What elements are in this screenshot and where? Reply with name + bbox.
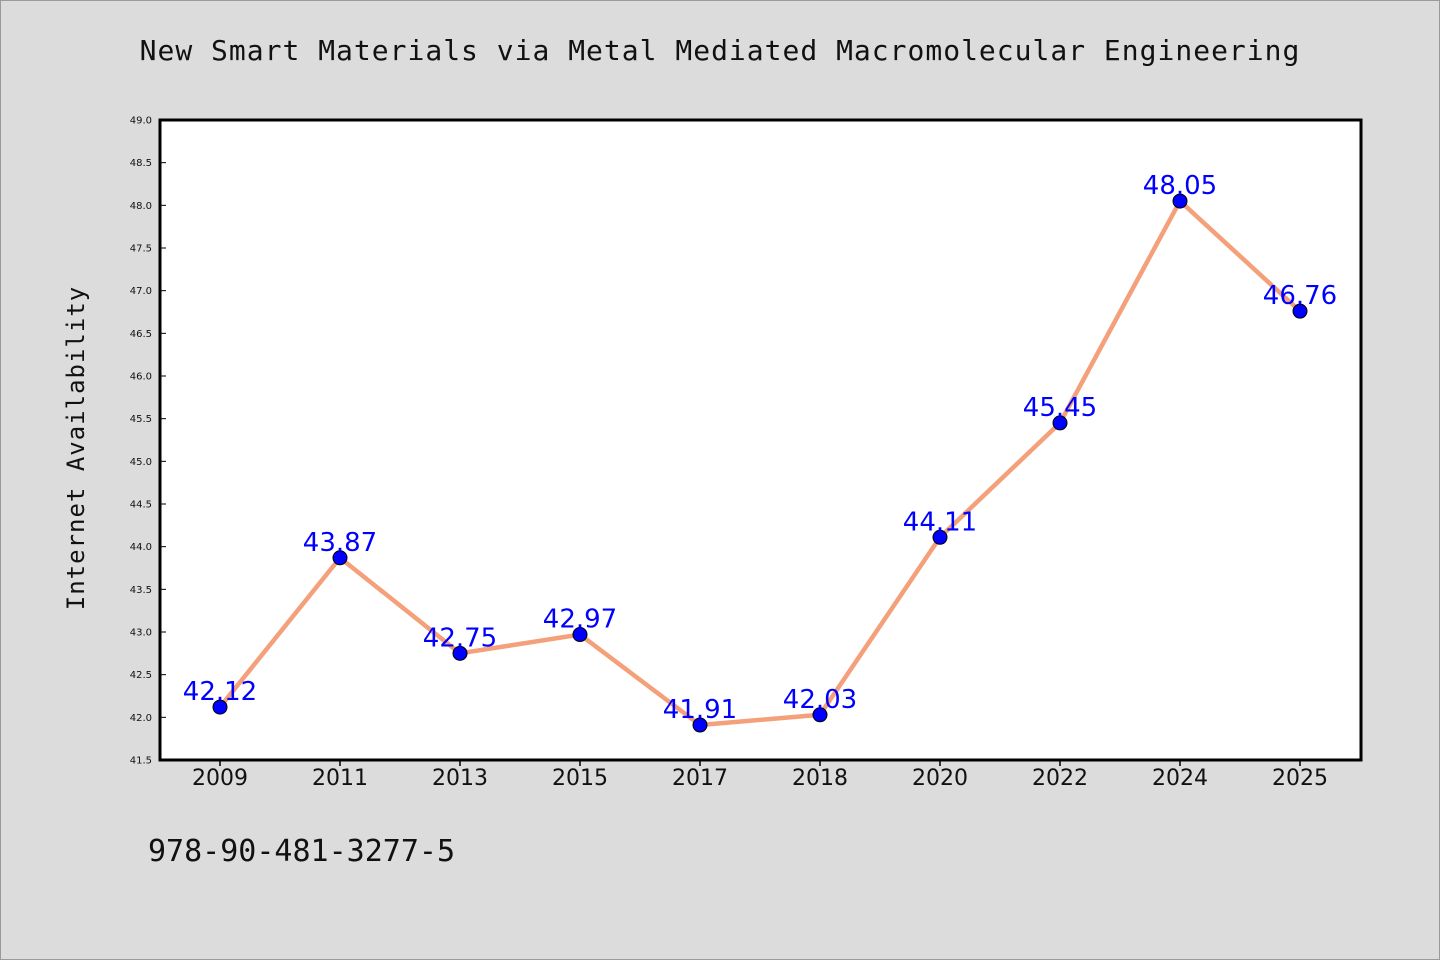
data-point bbox=[812, 707, 828, 723]
y-tick-label: 43.5 bbox=[130, 585, 152, 596]
y-tick-label: 46.5 bbox=[130, 329, 152, 340]
series-line bbox=[217, 198, 1303, 728]
y-tick-label: 44.0 bbox=[130, 542, 152, 553]
y-tick-label: 43.0 bbox=[130, 628, 152, 639]
y-tick-label: 47.5 bbox=[130, 244, 152, 255]
chart-title: New Smart Materials via Metal Mediated M… bbox=[139, 34, 1301, 67]
data-labels: 42.12 43.87 42.75 42.97 41.91 42.03 44.11 45.45… bbox=[183, 171, 1337, 725]
data-label: 42.97 bbox=[543, 605, 617, 635]
markers bbox=[212, 193, 1308, 733]
x-tick-label: 2022 bbox=[1032, 766, 1088, 791]
x-tick-label: 2025 bbox=[1272, 766, 1328, 791]
y-tick-label: 42.5 bbox=[130, 670, 152, 681]
data-point bbox=[1052, 415, 1068, 431]
y-tick-label: 42.0 bbox=[130, 713, 152, 724]
y-axis-title: Internet Availability bbox=[62, 286, 90, 610]
data-label: 43.87 bbox=[303, 528, 377, 558]
data-point bbox=[452, 645, 468, 661]
x-tick-label: 2024 bbox=[1152, 766, 1208, 791]
y-tick-label: 48.0 bbox=[130, 201, 152, 212]
data-point bbox=[932, 529, 948, 545]
data-point bbox=[212, 699, 228, 715]
data-point bbox=[1292, 303, 1308, 319]
plot-area bbox=[158, 118, 1363, 762]
data-label: 42.03 bbox=[783, 685, 857, 715]
x-tick-label: 2018 bbox=[792, 766, 848, 791]
x-axis: 2009 2011 2013 2015 2017 2018 2020 2022 2024 2025 bbox=[192, 760, 1328, 791]
data-point bbox=[1172, 193, 1188, 209]
y-tick-label: 45.0 bbox=[130, 457, 152, 468]
x-tick-label: 2020 bbox=[912, 766, 968, 791]
data-point bbox=[692, 717, 708, 733]
y-tick-label: 49.0 bbox=[130, 116, 152, 127]
y-tick-label: 44.5 bbox=[130, 500, 152, 511]
data-label: 42.12 bbox=[183, 677, 257, 707]
data-label: 42.75 bbox=[423, 623, 497, 653]
y-tick-label: 46.0 bbox=[130, 372, 152, 383]
y-tick-label: 45.5 bbox=[130, 414, 152, 425]
data-label: 48.05 bbox=[1143, 171, 1217, 201]
x-tick-label: 2017 bbox=[672, 766, 728, 791]
data-label: 45.45 bbox=[1023, 393, 1097, 423]
x-tick-label: 2015 bbox=[552, 766, 608, 791]
data-label: 46.76 bbox=[1263, 281, 1337, 311]
y-tick-label: 48.5 bbox=[130, 158, 152, 169]
isbn-text: 978-90-481-3277-5 bbox=[148, 834, 456, 869]
x-tick-label: 2011 bbox=[312, 766, 368, 791]
data-point bbox=[572, 627, 588, 643]
y-tick-label: 47.0 bbox=[130, 286, 152, 297]
data-label: 44.11 bbox=[903, 507, 977, 537]
data-point bbox=[332, 550, 348, 566]
x-tick-label: 2009 bbox=[192, 766, 248, 791]
y-axis: 41.5 42.0 42.5 43.0 43.5 44.0 44.5 45.0 45.5 46.0… bbox=[130, 116, 166, 767]
y-tick-label: 41.5 bbox=[130, 756, 152, 767]
x-tick-label: 2013 bbox=[432, 766, 488, 791]
data-label: 41.91 bbox=[663, 695, 737, 725]
